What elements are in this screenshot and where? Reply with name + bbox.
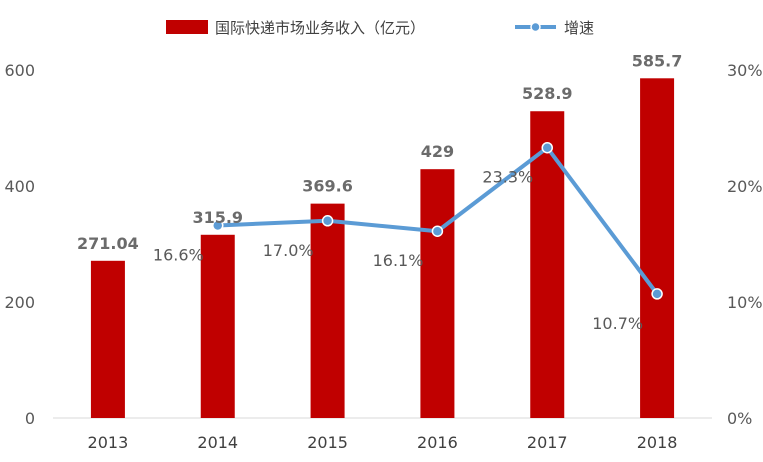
legend-swatch-revenue [166, 20, 208, 34]
growth-marker [321, 215, 334, 227]
growth-line [212, 141, 663, 300]
revenue-bar [200, 234, 235, 418]
growth-label: 16.1% [373, 251, 424, 270]
y-right-tick-label: 0% [727, 409, 752, 428]
revenue-bar [640, 78, 675, 418]
growth-marker [541, 141, 553, 154]
revenue-bar-label: 429 [421, 142, 454, 161]
x-tick-label: 2016 [417, 433, 458, 452]
y-left-tick-label: 600 [4, 61, 35, 80]
y-left-tick-label: 200 [4, 293, 35, 312]
y-right-tick-label: 30% [727, 61, 763, 80]
legend-label-growth: 增速 [564, 19, 594, 37]
growth-marker [431, 225, 444, 237]
y-right-tick-label: 10% [727, 293, 763, 312]
growth-marker [212, 219, 224, 232]
growth-marker [651, 288, 663, 300]
y-left-tick-label: 400 [4, 177, 35, 196]
revenue-bar-label: 585.7 [632, 51, 683, 70]
growth-label: 10.7% [592, 314, 643, 333]
revenue-bar [90, 260, 125, 418]
growth-label: 17.0% [263, 241, 314, 260]
revenue-bar-label: 528.9 [522, 84, 573, 103]
x-tick-label: 2015 [307, 433, 348, 452]
y-left-tick-label: 0 [25, 409, 35, 428]
legend-swatch-growth-marker [530, 21, 541, 33]
growth-label: 16.6% [153, 245, 204, 264]
x-tick-label: 2013 [88, 433, 129, 452]
legend-label-revenue: 国际快递市场业务收入（亿元） [215, 19, 425, 37]
revenue-bar [420, 169, 455, 418]
revenue-bar-label: 315.9 [192, 208, 243, 227]
x-tick-label: 2014 [197, 433, 238, 452]
data-labels: 271.04 315.9 369.6 429 528.9 585.7 16.6% 17.0% 1… [77, 51, 682, 333]
growth-label: 23.3% [482, 168, 533, 187]
revenue-bar-label: 271.04 [77, 234, 139, 253]
revenue-bar [310, 203, 345, 418]
legend: 国际快递市场业务收入（亿元） 增速 [166, 19, 594, 37]
revenue-bar-label: 369.6 [302, 177, 353, 196]
x-tick-label: 2018 [637, 433, 678, 452]
y-right-tick-label: 20% [727, 177, 763, 196]
x-tick-label: 2017 [527, 433, 568, 452]
bars [90, 78, 675, 418]
axes: 0 200 400 600 0% 10% 20% 30% 2013 2014 2015 2016 201… [4, 61, 762, 452]
